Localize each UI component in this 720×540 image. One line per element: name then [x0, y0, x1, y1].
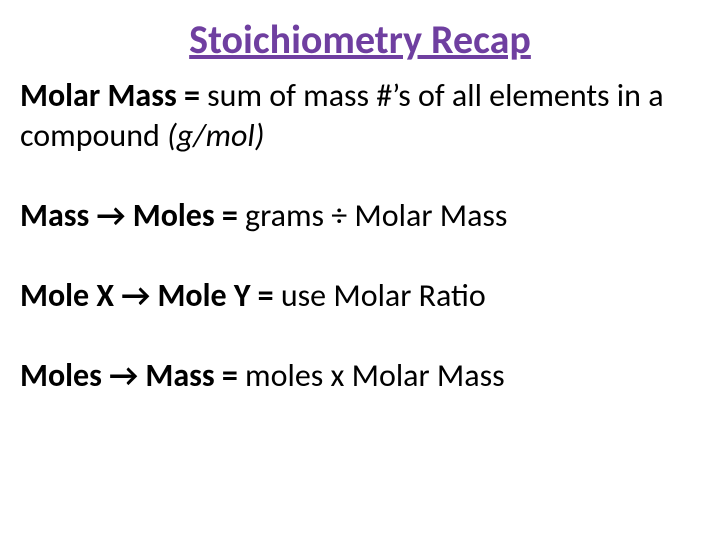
term-moles: Moles — [20, 356, 109, 395]
term-mass-eq: Mass = — [138, 356, 245, 395]
slide-title: Stoichiometry Recap — [20, 18, 700, 62]
line-moles-to-mass: Moles → Mass = moles x Molar Mass — [20, 356, 700, 396]
line-molar-mass: Molar Mass = sum of mass #’s of all elem… — [20, 76, 700, 156]
def-mass-to-moles: grams ÷ Molar Mass — [245, 196, 507, 235]
term-mole-x: Mole X — [20, 276, 121, 315]
unit-gmol: (g/mol) — [167, 116, 264, 155]
arrow-icon: → — [109, 356, 138, 395]
spacer — [20, 242, 700, 276]
term-mass: Mass — [20, 196, 97, 235]
slide: Stoichiometry Recap Molar Mass = sum of … — [0, 0, 720, 540]
def-mole-ratio: use Molar Ratio — [281, 276, 486, 315]
def-moles-to-mass: moles x Molar Mass — [245, 356, 505, 395]
spacer — [20, 322, 700, 356]
line-mass-to-moles: Mass → Moles = grams ÷ Molar Mass — [20, 196, 700, 236]
term-moles-eq: Moles = — [126, 196, 246, 235]
spacer — [20, 162, 700, 196]
arrow-icon: → — [97, 196, 126, 235]
line-mole-ratio: Mole X → Mole Y = use Molar Ratio — [20, 276, 700, 316]
term-mole-y-eq: Mole Y = — [150, 276, 281, 315]
body: Molar Mass = sum of mass #’s of all elem… — [20, 76, 700, 396]
term-molar-mass: Molar Mass = — [20, 76, 207, 115]
arrow-icon: → — [121, 276, 150, 315]
